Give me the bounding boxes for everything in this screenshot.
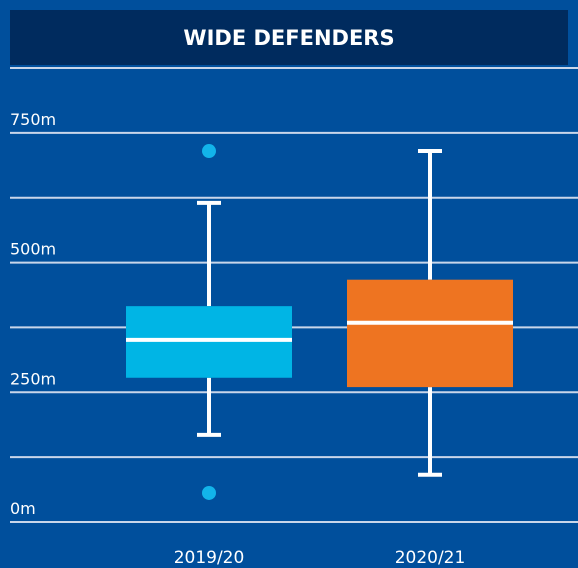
outlier	[202, 144, 216, 159]
y-tick-label: 0m	[10, 499, 36, 518]
y-tick-label: 750m	[10, 110, 56, 129]
y-tick-label: 500m	[10, 240, 56, 259]
y-tick-label: 250m	[10, 369, 56, 388]
x-tick-label: 2020/21	[395, 548, 466, 568]
box	[126, 306, 292, 378]
header-bar	[10, 10, 568, 65]
outlier	[202, 485, 216, 500]
box	[347, 279, 513, 388]
chart-title: WIDE DEFENDERS	[183, 26, 394, 50]
x-tick-label: 2019/20	[174, 548, 245, 568]
